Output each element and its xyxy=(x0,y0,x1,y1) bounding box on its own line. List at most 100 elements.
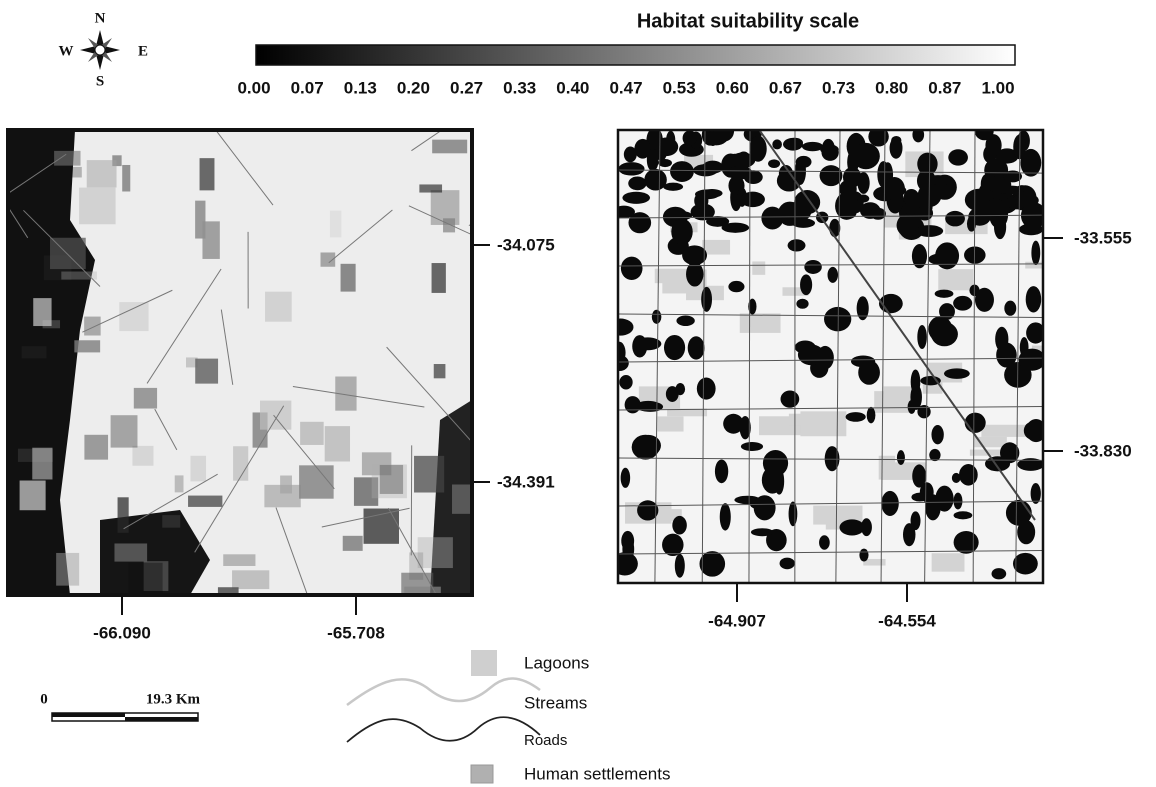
low-suitability-patch xyxy=(774,468,784,495)
low-suitability-patch xyxy=(621,468,631,488)
scale-tick-label: 0.73 xyxy=(822,78,855,97)
low-suitability-patch xyxy=(780,558,795,570)
compass-south: S xyxy=(96,73,104,89)
suitability-patch xyxy=(114,543,147,561)
low-suitability-patch xyxy=(622,192,650,204)
low-suitability-patch xyxy=(625,396,641,413)
suitability-patch xyxy=(84,317,101,336)
low-suitability-patch xyxy=(618,162,644,175)
low-suitability-patch xyxy=(701,287,712,312)
low-suitability-patch xyxy=(939,303,955,320)
low-suitability-patch xyxy=(994,215,1006,239)
lagoon-patch xyxy=(655,269,690,283)
low-suitability-patch xyxy=(884,177,905,200)
lat-label: -34.391 xyxy=(497,472,555,491)
suitability-patch xyxy=(175,475,184,492)
low-suitability-patch xyxy=(897,450,905,465)
scale-tick-label: 0.07 xyxy=(291,78,324,97)
low-suitability-patch xyxy=(1031,241,1040,265)
legend-settlement-swatch xyxy=(471,765,493,783)
suitability-patch xyxy=(71,167,82,178)
low-suitability-patch xyxy=(1013,553,1038,575)
left-map-raster xyxy=(0,91,512,650)
low-suitability-patch xyxy=(675,554,685,578)
low-suitability-patch xyxy=(789,502,798,527)
low-suitability-patch xyxy=(671,219,692,245)
low-suitability-patch xyxy=(720,503,731,531)
low-suitability-patch xyxy=(828,267,838,283)
low-suitability-patch xyxy=(699,551,725,577)
low-suitability-patch xyxy=(652,310,662,324)
lat-label: -33.555 xyxy=(1074,228,1132,247)
low-suitability-patch xyxy=(917,206,933,221)
low-suitability-patch xyxy=(911,369,921,394)
low-suitability-patch xyxy=(754,495,776,520)
low-suitability-patch xyxy=(867,407,876,423)
scale-tick-label: 0.67 xyxy=(769,78,802,97)
suitability-patch xyxy=(325,426,350,461)
low-suitability-patch xyxy=(992,568,1007,579)
suitability-patch xyxy=(414,456,444,493)
suitability-patch xyxy=(162,515,180,528)
low-suitability-patch xyxy=(632,435,660,460)
low-suitability-patch xyxy=(985,456,1010,471)
compass-north: N xyxy=(95,10,106,26)
scale-bar-end: 19.3 Km xyxy=(146,691,201,707)
suitability-patch xyxy=(218,587,239,615)
low-suitability-patch xyxy=(908,211,916,236)
low-suitability-patch xyxy=(824,307,851,331)
suitability-patch xyxy=(300,422,323,445)
lon-label: -65.708 xyxy=(327,623,385,642)
low-suitability-patch xyxy=(647,149,659,172)
scale-title: Habitat suitability scale xyxy=(637,10,859,32)
low-suitability-patch xyxy=(840,519,865,535)
suitability-patch xyxy=(74,340,100,352)
lagoon-patch xyxy=(981,425,1030,437)
right-map-raster xyxy=(607,121,1075,582)
suitability-patch xyxy=(232,570,269,589)
low-suitability-patch xyxy=(666,211,692,221)
scale-tick-label: 1.00 xyxy=(981,78,1014,97)
low-suitability-patch xyxy=(688,336,705,359)
suitability-patch xyxy=(56,553,79,586)
low-suitability-patch xyxy=(768,159,780,168)
low-suitability-patch xyxy=(846,412,866,422)
low-suitability-patch xyxy=(624,147,637,163)
scale-tick-label: 0.20 xyxy=(397,78,430,97)
low-suitability-patch xyxy=(663,183,683,191)
scale-tick-label: 0.60 xyxy=(716,78,749,97)
low-suitability-patch xyxy=(741,442,763,451)
low-suitability-patch xyxy=(670,161,694,182)
low-suitability-patch xyxy=(607,319,633,336)
suitability-patch xyxy=(443,218,455,232)
suitability-patch xyxy=(200,158,215,190)
low-suitability-patch xyxy=(857,296,869,320)
suitability-patch xyxy=(223,554,255,566)
low-suitability-patch xyxy=(658,159,672,167)
lat-label: -33.830 xyxy=(1074,441,1132,460)
low-suitability-patch xyxy=(945,211,965,227)
suitability-patch xyxy=(434,364,446,378)
legend-label: Human settlements xyxy=(524,764,670,783)
suitability-patch xyxy=(280,476,292,494)
low-suitability-patch xyxy=(935,242,959,269)
suitability-patch xyxy=(260,401,291,430)
suitability-patch xyxy=(54,151,80,166)
low-suitability-patch xyxy=(819,535,830,549)
scale-tick-label: 0.00 xyxy=(237,78,270,97)
low-suitability-patch xyxy=(621,257,643,280)
suitability-patch xyxy=(22,346,47,358)
low-suitability-patch xyxy=(985,134,1001,156)
low-suitability-patch xyxy=(1026,286,1042,312)
low-suitability-patch xyxy=(727,166,753,179)
low-suitability-patch xyxy=(954,531,979,554)
scale-tick-label: 0.87 xyxy=(928,78,961,97)
suitability-patch xyxy=(118,497,129,532)
low-suitability-patch xyxy=(1013,193,1039,207)
low-suitability-patch xyxy=(928,316,952,342)
low-suitability-patch xyxy=(728,281,744,292)
suitability-patch xyxy=(84,435,108,460)
legend-stream-line xyxy=(347,678,540,705)
low-suitability-patch xyxy=(802,142,823,151)
low-suitability-patch xyxy=(935,486,953,512)
